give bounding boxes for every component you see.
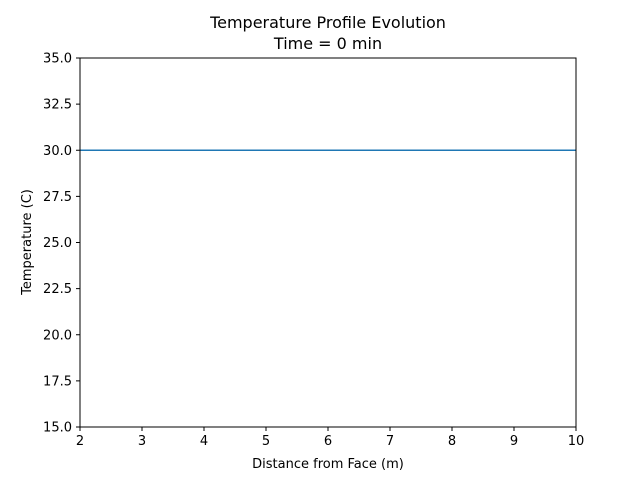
y-tick-label: 35.0 [43, 52, 72, 67]
y-tick-label: 20.0 [43, 328, 72, 343]
x-tick-label: 10 [568, 434, 585, 449]
x-axis-label: Distance from Face (m) [252, 457, 404, 472]
y-tick-label: 17.5 [43, 374, 72, 389]
chart-subtitle: Time = 0 min [273, 34, 382, 53]
x-tick-label: 2 [76, 434, 84, 449]
x-tick-label: 4 [200, 434, 208, 449]
x-tick-label: 9 [510, 434, 518, 449]
chart-title: Temperature Profile Evolution [209, 13, 446, 32]
x-tick-label: 7 [386, 434, 394, 449]
y-tick-label: 27.5 [43, 190, 72, 205]
axes-frame [79, 57, 577, 428]
y-tick-label: 15.0 [43, 421, 72, 436]
plot-area: 2 3 4 5 6 7 8 9 10 15.0 17.5 20.0 22.5 25.0 27.5 30.0 32… [43, 52, 584, 450]
y-tick-label: 30.0 [43, 144, 72, 159]
x-tick-label: 8 [448, 434, 456, 449]
x-tick-label: 6 [324, 434, 332, 449]
y-axis-label: Temperature (C) [20, 189, 35, 296]
y-tick-label: 32.5 [43, 98, 72, 113]
x-tick-label: 5 [262, 434, 270, 449]
y-tick-label: 25.0 [43, 236, 72, 251]
y-tick-label: 22.5 [43, 282, 72, 297]
x-tick-label: 3 [138, 434, 146, 449]
